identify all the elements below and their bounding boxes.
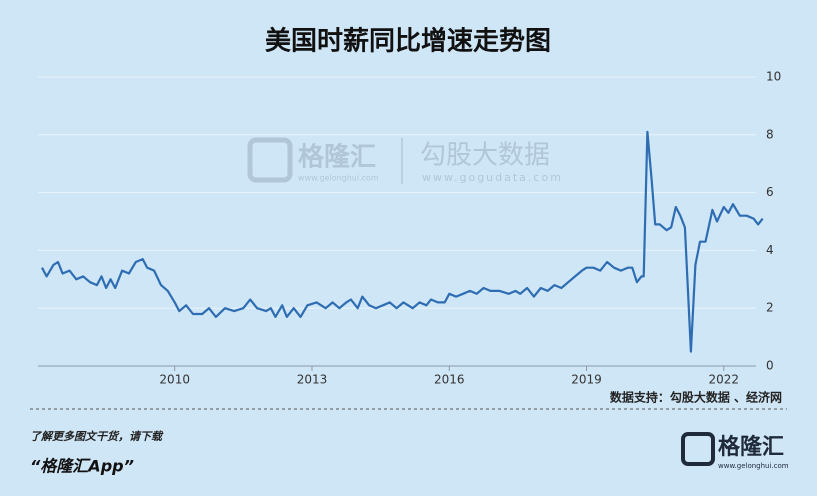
footer-logo-url: www.gelonghui.com: [718, 462, 789, 470]
y-tick-label: 0: [766, 359, 774, 373]
footer-logo: 格隆汇: [718, 434, 784, 460]
x-tick-label: 2019: [571, 373, 602, 387]
y-tick-label: 8: [766, 127, 774, 141]
watermark-url: www.gelonghui.com: [298, 174, 379, 183]
footer-logo-icon: [681, 432, 715, 466]
watermark-logo: [247, 137, 293, 183]
watermark-partner-url: www.gogudata.com: [422, 171, 563, 184]
x-tick-label: 2010: [159, 373, 190, 387]
source: 数据支持：勾股大数据 、经济网: [610, 390, 782, 405]
y-tick-label: 4: [766, 243, 774, 257]
y-tick-label: 10: [766, 70, 781, 84]
watermark-brand: 格隆汇: [298, 142, 376, 173]
y-tick-label: 2: [766, 301, 774, 315]
footer-app: “格隆汇App”: [30, 457, 134, 476]
watermark: 格隆汇 www.gelonghui.com 勾股大数据 www.gogudata…: [247, 137, 563, 184]
chart-title: 美国时薪同比增速走势图: [265, 26, 551, 57]
line: [41, 130, 764, 353]
footer-prompt: 了解更多图文干货，请下载: [30, 430, 164, 443]
y-tick-label: 6: [766, 185, 774, 199]
x-tick-label: 2016: [434, 373, 465, 387]
x-tick-label: 2013: [297, 373, 328, 387]
x-tick-label: 2022: [709, 373, 740, 387]
watermark-partner: 勾股大数据: [420, 141, 550, 171]
